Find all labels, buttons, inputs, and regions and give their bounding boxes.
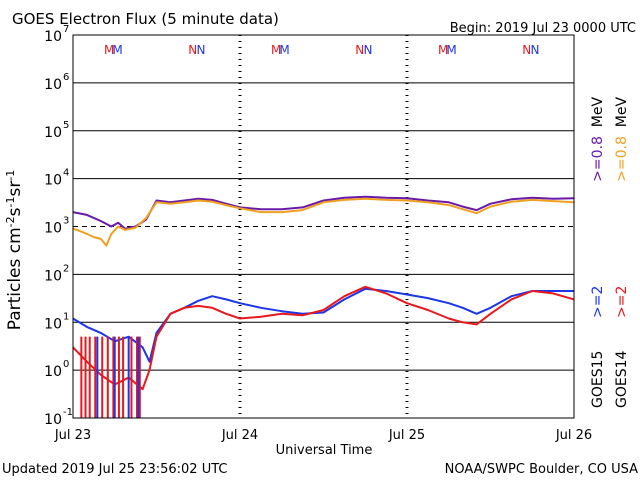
marker-m: M — [271, 43, 281, 57]
updated-time: Updated 2019 Jul 25 23:56:02 UTC — [2, 462, 227, 477]
y-tick-exponent: 6 — [63, 72, 69, 83]
y-tick-exponent: 4 — [63, 168, 69, 179]
legend-unit: MeV — [614, 97, 630, 137]
legend-item: >=2 — [590, 286, 606, 318]
legend-energies-goes14: >=2 >=0.8 MeV — [614, 97, 630, 318]
marker-m: M — [279, 43, 289, 57]
y-tick-label: 10 — [44, 364, 62, 380]
x-tick-label: Jul 23 — [54, 428, 91, 443]
marker-n: N — [531, 43, 540, 57]
legend-item: >=0.8 — [590, 136, 606, 200]
marker-n: N — [364, 43, 373, 57]
y-tick-exponent: 5 — [63, 120, 69, 131]
y-tick-exponent: 7 — [63, 24, 69, 35]
x-tick-label: Jul 26 — [555, 428, 592, 443]
y-tick-label: 10 — [44, 77, 62, 93]
series-line-goes15-0.8 — [72, 195, 575, 230]
y-tick-label: 10 — [44, 412, 62, 428]
begin-time: Begin: 2019 Jul 23 0000 UTC — [450, 21, 636, 36]
y-tick-label: 10 — [44, 173, 62, 189]
y-axis-label: Particles cm-2s-1sr-1 — [4, 170, 26, 331]
marker-n: N — [522, 43, 531, 57]
mn-markers: MM N N MM N N MM N N — [104, 43, 540, 57]
marker-n: N — [197, 43, 206, 57]
y-tick-label: 10 — [44, 29, 62, 45]
x-axis-label: Universal Time — [276, 443, 373, 458]
grid-lines — [73, 82, 574, 371]
y-tick-label: 10 — [44, 221, 62, 237]
legend-item: >=0.8 — [614, 136, 630, 200]
marker-n: N — [355, 43, 364, 57]
x-tick-label: Jul 24 — [221, 428, 258, 443]
marker-m: M — [112, 43, 122, 57]
series-line-goes15-2 — [72, 287, 574, 363]
legend-item: >=2 — [614, 286, 630, 318]
y-tick-exponent: 1 — [63, 311, 69, 322]
legend: GOES15 >=2 >=0.8 MeV GOES14 >=2 >=0.8 MeV — [590, 97, 630, 408]
y-tick-exponent: 3 — [63, 216, 69, 227]
y-tick-exponent: 2 — [63, 263, 69, 274]
y-tick-label: 10 — [44, 316, 62, 332]
x-tick-labels: Jul 23 Jul 24 Jul 25 Jul 26 — [54, 428, 592, 443]
legend-satellite-goes14: GOES14 — [614, 350, 630, 408]
legend-energies-goes15: >=2 >=0.8 MeV — [590, 97, 606, 318]
legend-unit: MeV — [590, 97, 606, 137]
legend-satellite-goes15: GOES15 — [590, 351, 606, 408]
series-layer — [72, 195, 575, 391]
marker-m: M — [104, 43, 114, 57]
series-line-goes14-2 — [72, 285, 575, 391]
series-line-goes14-0.8 — [72, 197, 575, 247]
credit: NOAA/SWPC Boulder, CO USA — [445, 462, 638, 477]
y-tick-label: 10 — [44, 268, 62, 284]
x-tick-label: Jul 25 — [388, 428, 425, 443]
plot-frame — [72, 34, 575, 419]
y-tick-label: 10 — [44, 125, 62, 141]
marker-n: N — [188, 43, 197, 57]
marker-m: M — [446, 43, 456, 57]
y-tick-exponent: 0 — [63, 359, 69, 370]
chart-title: GOES Electron Flux (5 minute data) — [12, 10, 279, 28]
y-tick-exponent: -1 — [63, 407, 73, 418]
dip-spikes — [80, 336, 141, 418]
marker-m: M — [438, 43, 448, 57]
